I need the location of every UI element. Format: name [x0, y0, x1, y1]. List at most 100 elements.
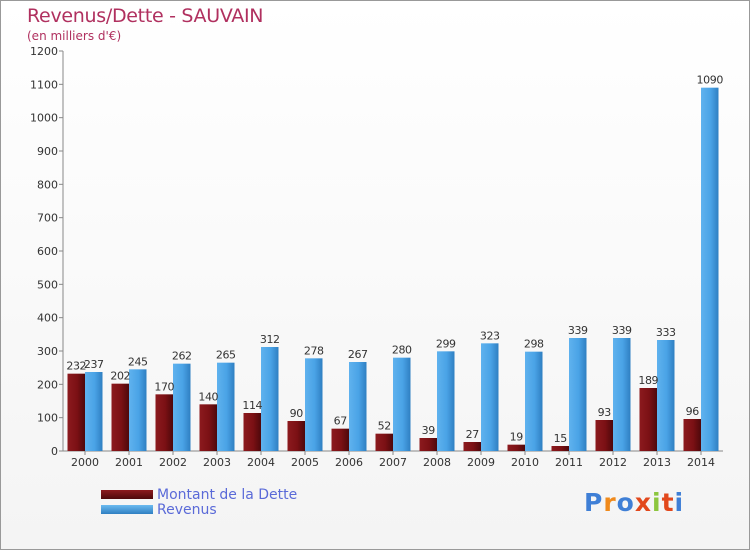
- data-label-debt: 15: [554, 432, 568, 445]
- data-label-debt: 114: [242, 399, 262, 412]
- bar-revenus: [349, 362, 367, 451]
- bar-revenus: [129, 369, 147, 451]
- legend-swatch-revenus: [101, 505, 153, 514]
- y-tick-label: 200: [37, 378, 58, 391]
- bar-debt: [551, 446, 569, 451]
- bar-debt: [639, 388, 657, 451]
- data-label-debt: 39: [422, 424, 436, 437]
- x-tick-label: 2009: [467, 456, 495, 469]
- data-label-debt: 202: [110, 370, 130, 383]
- y-tick-label: 1200: [30, 45, 58, 58]
- data-label-revenus: 237: [84, 358, 104, 371]
- data-label-debt: 93: [598, 406, 612, 419]
- legend-label-revenus: Revenus: [157, 501, 217, 518]
- legend-label-debt: Montant de la Dette: [157, 486, 298, 503]
- proxiti-logo: Proxiti: [584, 488, 684, 517]
- bar-revenus: [305, 358, 323, 451]
- data-label-debt: 67: [334, 415, 348, 428]
- logo-letter: x: [634, 488, 652, 517]
- x-tick-label: 2012: [599, 456, 627, 469]
- y-tick-label: 900: [37, 145, 58, 158]
- y-tick-label: 500: [37, 278, 58, 291]
- bar-debt: [199, 404, 217, 451]
- data-label-debt: 232: [66, 360, 86, 373]
- bar-debt: [287, 421, 305, 451]
- logo-letter: o: [616, 488, 635, 517]
- bar-debt: [463, 442, 481, 451]
- bar-revenus: [173, 363, 191, 451]
- data-label-debt: 170: [154, 380, 174, 393]
- bar-revenus: [261, 347, 279, 451]
- data-label-revenus: 245: [128, 355, 148, 368]
- x-tick-label: 2004: [247, 456, 275, 469]
- x-tick-label: 2011: [555, 456, 583, 469]
- x-tick-label: 2000: [71, 456, 99, 469]
- y-tick-label: 400: [37, 312, 58, 325]
- data-label-revenus: 323: [480, 329, 500, 342]
- bar-revenus: [481, 343, 499, 451]
- x-tick-label: 2006: [335, 456, 363, 469]
- y-tick-label: 100: [37, 412, 58, 425]
- bar-debt: [155, 394, 173, 451]
- chart-title: Revenus/Dette - SAUVAIN: [27, 5, 264, 27]
- logo-letter: t: [661, 488, 675, 517]
- bar-revenus: [657, 340, 675, 451]
- data-label-revenus: 333: [656, 326, 676, 339]
- data-label-revenus: 278: [304, 344, 324, 357]
- x-tick-label: 2005: [291, 456, 319, 469]
- bar-debt: [419, 438, 437, 451]
- data-label-debt: 52: [378, 420, 391, 433]
- x-tick-label: 2013: [643, 456, 671, 469]
- data-label-debt: 189: [638, 374, 658, 387]
- bar-revenus: [85, 372, 103, 451]
- data-label-debt: 96: [686, 405, 700, 418]
- x-tick-label: 2002: [159, 456, 187, 469]
- y-tick-label: 0: [51, 445, 58, 458]
- legend-swatch-debt: [101, 490, 153, 499]
- data-label-revenus: 299: [436, 337, 456, 350]
- bar-revenus: [525, 351, 543, 451]
- bar-debt: [683, 419, 701, 451]
- logo-letter: r: [603, 488, 617, 517]
- data-label-debt: 140: [198, 390, 218, 403]
- data-label-revenus: 1090: [697, 74, 724, 87]
- data-label-debt: 19: [510, 431, 524, 444]
- logo-letter: i: [674, 488, 685, 517]
- data-label-debt: 90: [290, 407, 304, 420]
- bar-debt: [111, 383, 129, 451]
- data-label-revenus: 262: [172, 350, 192, 363]
- bar-revenus: [393, 357, 411, 451]
- y-tick-label: 700: [37, 212, 58, 225]
- bar-revenus: [613, 338, 631, 451]
- x-tick-label: 2008: [423, 456, 451, 469]
- y-tick-label: 600: [37, 245, 58, 258]
- chart-legend: Montant de la Dette Revenus: [101, 486, 298, 518]
- bar-debt: [67, 373, 85, 451]
- x-tick-label: 2003: [203, 456, 231, 469]
- y-tick-label: 300: [37, 345, 58, 358]
- data-label-revenus: 312: [260, 333, 280, 346]
- data-label-revenus: 267: [348, 348, 368, 361]
- data-label-revenus: 298: [524, 338, 544, 351]
- x-tick-label: 2010: [511, 456, 539, 469]
- logo-letter: P: [584, 488, 604, 517]
- bar-debt: [331, 428, 349, 451]
- data-label-revenus: 280: [392, 344, 412, 357]
- bar-revenus: [569, 338, 587, 451]
- x-tick-label: 2007: [379, 456, 407, 469]
- bar-revenus: [217, 362, 235, 451]
- x-tick-label: 2014: [687, 456, 715, 469]
- logo-letter: i: [652, 488, 662, 517]
- legend-item-debt: Montant de la Dette: [101, 486, 298, 503]
- data-label-debt: 27: [466, 428, 480, 441]
- bar-revenus: [437, 351, 455, 451]
- bar-debt: [375, 433, 393, 451]
- data-label-revenus: 339: [568, 324, 588, 337]
- bar-revenus: [701, 87, 719, 452]
- legend-item-revenus: Revenus: [101, 501, 297, 518]
- data-label-revenus: 265: [216, 349, 236, 362]
- y-tick-label: 800: [37, 178, 58, 191]
- bar-debt: [507, 444, 525, 451]
